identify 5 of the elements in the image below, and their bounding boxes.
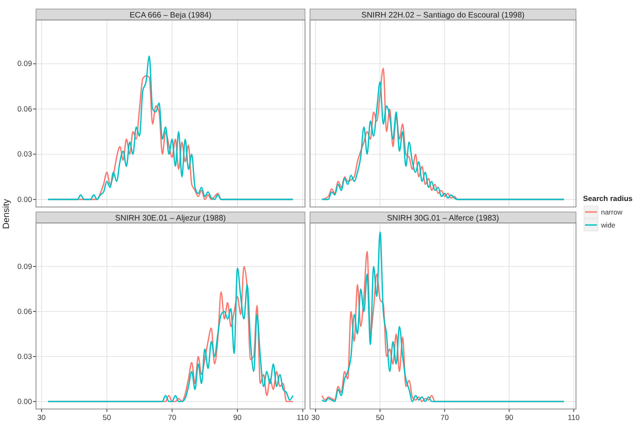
chart-title: SNIRH 30E.01 – Aljezur (1988) — [115, 214, 226, 222]
chart-title: SNIRH 22H.02 – Santiago do Escoural (1998) — [361, 10, 525, 20]
chart-title: ECA 666 – Beja (1984) — [130, 10, 212, 20]
y-axis-title: Density — [1, 198, 11, 230]
chart-title: SNIRH 30G.01 – Alferce (1983) — [386, 214, 500, 222]
